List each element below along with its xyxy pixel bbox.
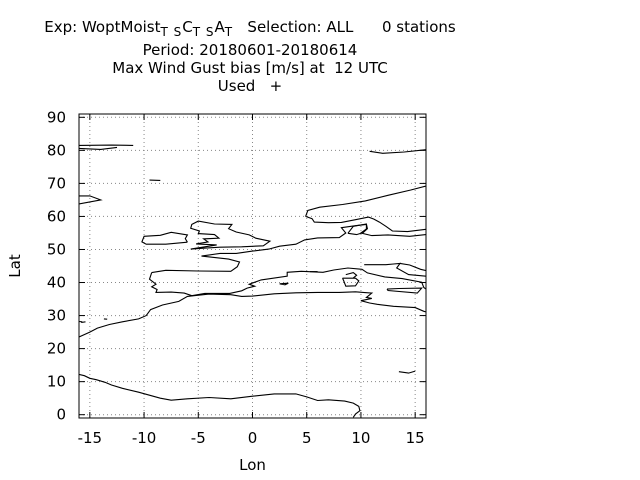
coastline	[386, 287, 423, 294]
x-axis-label: Lon	[239, 456, 266, 474]
y-tick-label: 70	[47, 174, 66, 192]
title-experiment-line: Exp: WoptMoistT SCT SAT Selection: ALL 0…	[44, 18, 456, 39]
y-tick-label: 60	[47, 207, 66, 225]
coastline	[279, 282, 289, 286]
coastline	[151, 223, 426, 274]
x-tick-label: -5	[191, 429, 206, 447]
coastline	[399, 262, 426, 272]
y-tick-label: 80	[47, 141, 66, 159]
coastline	[148, 267, 426, 297]
coastline	[342, 277, 360, 287]
coastline	[79, 146, 118, 150]
y-axis-label: Lat	[6, 254, 24, 278]
y-tick-label: 10	[47, 373, 66, 391]
y-tick-label: 20	[47, 340, 66, 358]
y-tick-label: 0	[56, 406, 66, 424]
coastline	[79, 373, 361, 418]
coastline	[141, 231, 189, 245]
coastline	[347, 223, 369, 236]
title-period-line: Period: 20180601-20180614	[142, 41, 358, 59]
y-tick-label: 50	[47, 240, 66, 258]
coastline	[79, 291, 426, 338]
x-tick-label: 10	[351, 429, 370, 447]
coastline	[190, 220, 272, 250]
coastline	[398, 370, 416, 374]
coastline	[81, 321, 86, 324]
x-axis: -15 -10 -5 0 5 10 15	[78, 114, 425, 447]
coastline	[369, 149, 426, 154]
y-axis: 0 10 20 30 40 50 60 70 80 90	[47, 108, 426, 424]
y-tick-label: 40	[47, 274, 66, 292]
grid-lines	[79, 114, 426, 418]
coastline	[79, 320, 83, 323]
y-tick-label: 90	[47, 108, 66, 126]
x-tick-label: -10	[132, 429, 157, 447]
y-tick-label: 30	[47, 307, 66, 325]
x-tick-label: 15	[406, 429, 425, 447]
title-metric-line: Max Wind Gust bias [m/s] at 12 UTC	[112, 59, 388, 77]
x-tick-label: -15	[78, 429, 103, 447]
coastline	[364, 262, 426, 277]
coastlines	[79, 144, 426, 418]
coastline	[305, 185, 426, 217]
coastline	[345, 271, 358, 279]
coastline	[79, 195, 103, 205]
x-tick-label: 5	[302, 429, 312, 447]
coastline	[305, 215, 426, 233]
x-tick-label: 0	[248, 429, 258, 447]
title-used-line: Used +	[217, 77, 283, 95]
chart-title: Exp: WoptMoistT SCT SAT Selection: ALL 0…	[0, 18, 500, 95]
